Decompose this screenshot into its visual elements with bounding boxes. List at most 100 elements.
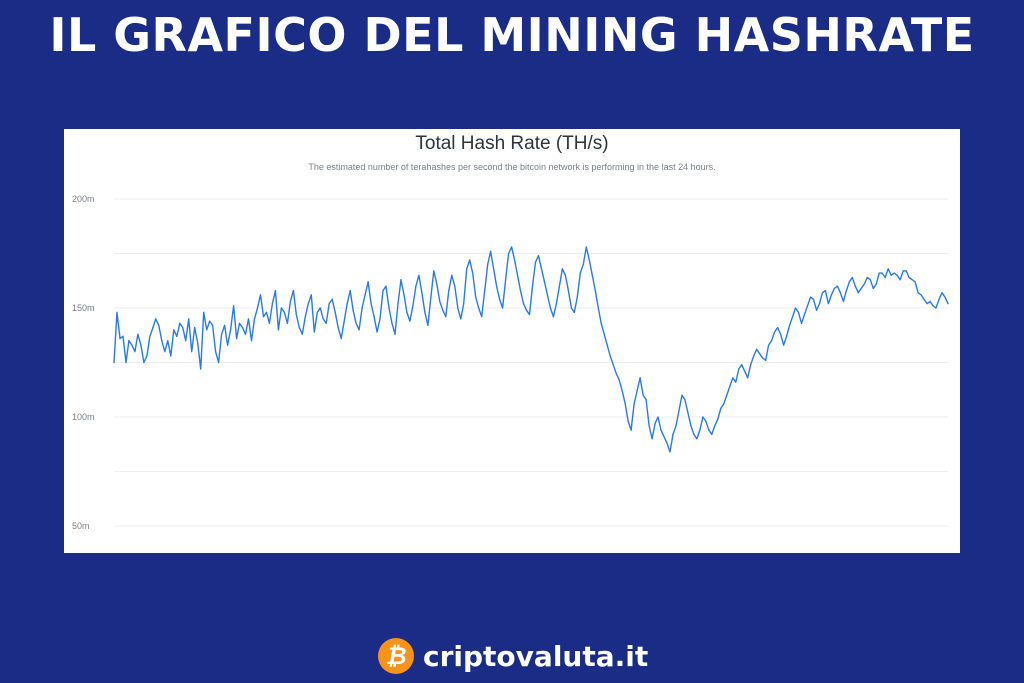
data-point (768, 344, 770, 346)
data-point (714, 425, 716, 427)
data-point (648, 425, 650, 427)
bitcoin-logo-icon: ₿ (378, 638, 414, 674)
data-point (454, 285, 456, 287)
data-point (908, 276, 910, 279)
data-point (230, 329, 232, 331)
data-point (343, 320, 345, 322)
data-point (292, 290, 294, 292)
data-point (241, 327, 244, 329)
data-point (466, 268, 468, 270)
data-point (624, 403, 626, 405)
data-point (352, 309, 354, 311)
data-point (442, 309, 444, 311)
data-point (206, 329, 208, 331)
data-point (152, 327, 154, 329)
data-point (394, 333, 396, 335)
data-point (224, 324, 226, 326)
data-point (259, 294, 262, 296)
data-point (633, 403, 635, 405)
data-point (376, 331, 378, 333)
data-point (469, 259, 471, 261)
data-point (391, 322, 393, 324)
data-point (675, 425, 677, 427)
data-point (271, 303, 273, 305)
data-point (738, 368, 740, 370)
brand[interactable]: ₿ criptovaluta.it (378, 636, 648, 676)
data-point (905, 270, 907, 272)
data-point (337, 327, 339, 329)
headline: IL GRAFICO DEL MINING HASHRATE (49, 8, 975, 62)
data-point (137, 333, 139, 335)
data-point (433, 270, 435, 272)
data-point (854, 285, 856, 287)
data-point (367, 281, 369, 283)
data-point (678, 409, 680, 412)
data-point (325, 322, 327, 324)
data-point (887, 268, 889, 270)
y-tick-label: 100m (72, 412, 95, 422)
data-point (364, 294, 366, 296)
data-point (167, 340, 169, 342)
data-point (851, 276, 853, 279)
data-point (493, 268, 495, 270)
data-point (236, 337, 238, 340)
data-point (197, 342, 199, 344)
data-point (119, 337, 121, 340)
data-point (313, 331, 315, 333)
data-point (340, 337, 342, 340)
data-point (786, 335, 788, 337)
data-point (382, 290, 384, 292)
data-point (322, 318, 324, 320)
data-point (247, 318, 250, 320)
data-point (941, 292, 943, 294)
data-point (298, 327, 300, 329)
data-point (161, 340, 163, 342)
data-point (591, 274, 593, 276)
data-point (732, 377, 734, 379)
data-point (938, 298, 940, 300)
data-point (511, 246, 513, 248)
data-point (528, 313, 531, 316)
data-point (914, 281, 916, 283)
data-point (672, 433, 674, 435)
chart-title: Total Hash Rate (TH/s) (415, 133, 609, 154)
data-point (762, 357, 764, 359)
data-point (424, 311, 426, 313)
data-point (824, 290, 827, 292)
chart-panel: 50m 100m 150m 200m Total Hash Rate (TH/s) T… (64, 129, 960, 553)
data-point (699, 429, 701, 431)
data-point (893, 272, 895, 274)
data-point (660, 429, 662, 431)
data-point (409, 320, 411, 322)
data-point (809, 296, 812, 298)
data-point (618, 379, 620, 381)
data-point (439, 300, 441, 303)
data-point (540, 268, 543, 270)
data-point (642, 394, 644, 396)
data-point (472, 272, 474, 274)
data-point (561, 268, 563, 270)
data-point (253, 318, 256, 320)
data-point (687, 412, 689, 414)
data-point (917, 292, 919, 294)
data-point (926, 303, 928, 305)
data-point (262, 316, 265, 318)
y-tick-label: 150m (72, 303, 95, 313)
data-point (573, 311, 575, 313)
data-point (268, 322, 270, 324)
data-point (771, 340, 773, 342)
data-point (188, 318, 190, 320)
data-point (702, 416, 704, 418)
data-point (490, 250, 492, 252)
data-point (609, 355, 611, 357)
data-point (567, 290, 569, 292)
data-point (615, 372, 617, 374)
data-point (448, 290, 450, 292)
data-point (797, 311, 800, 313)
data-point (896, 274, 898, 276)
data-point (430, 296, 432, 298)
data-point (203, 311, 205, 313)
data-point (289, 300, 291, 303)
data-point (403, 294, 405, 296)
series-line (113, 246, 949, 453)
